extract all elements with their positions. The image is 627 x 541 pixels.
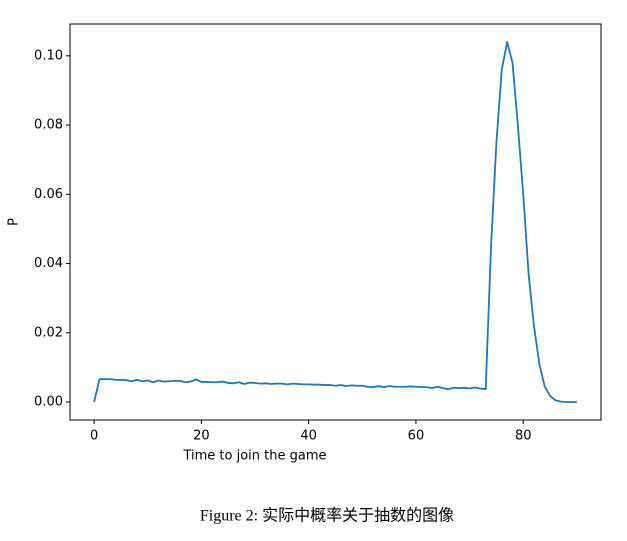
- x-tick-label: 80: [515, 429, 532, 444]
- x-tick-label: 60: [408, 429, 425, 444]
- data-line: [93, 41, 577, 403]
- y-axis-label: P: [7, 218, 22, 226]
- y-tick-label: 0.04: [34, 256, 63, 271]
- caption: Figure 2: 实际中概率关于抽数的图像: [200, 507, 454, 525]
- y-tick-label: 0.10: [34, 48, 63, 63]
- y-tick-label: 0.08: [34, 118, 63, 133]
- y-tick-label: 0.06: [34, 187, 63, 202]
- y-tick-label: 0.00: [34, 395, 63, 410]
- x-tick-label: 0: [90, 429, 98, 444]
- x-axis-label: Time to join the game: [182, 449, 326, 464]
- x-tick-label: 20: [193, 429, 210, 444]
- x-tick-label: 40: [300, 429, 317, 444]
- y-tick-label: 0.02: [34, 325, 63, 340]
- plot-frame: [69, 23, 602, 421]
